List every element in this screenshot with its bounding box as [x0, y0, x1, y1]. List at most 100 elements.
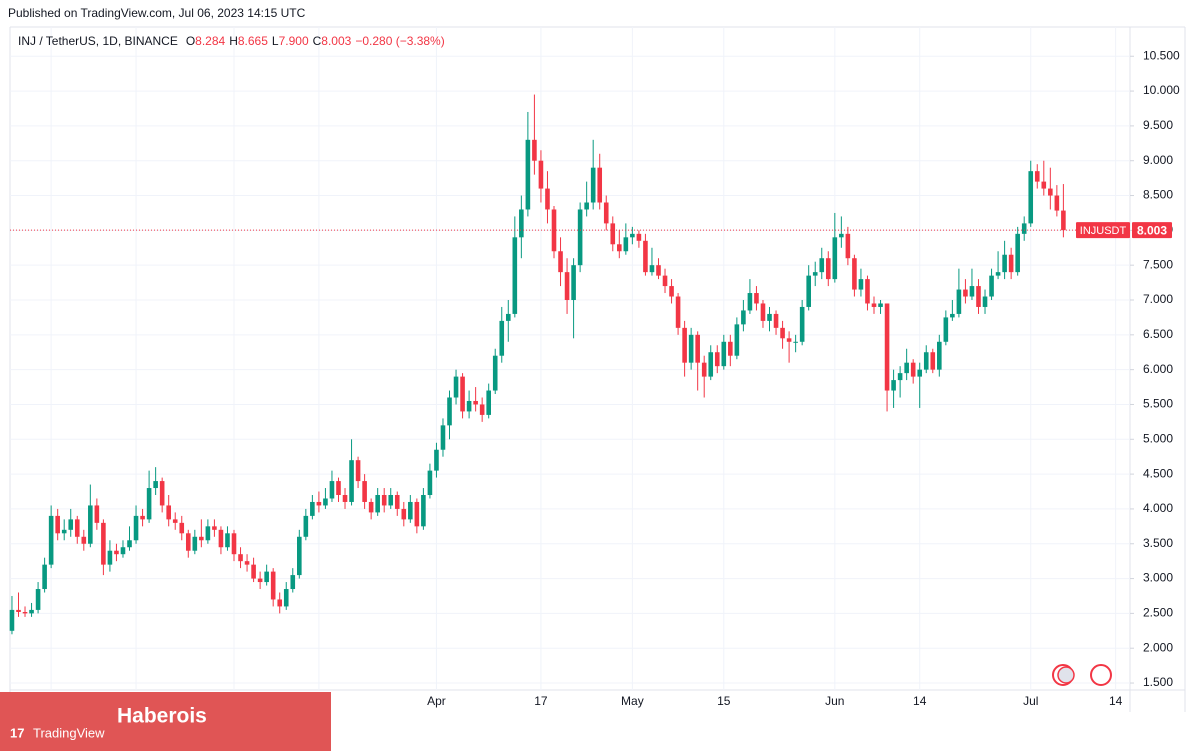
candle-body [963, 289, 968, 297]
candle-body [199, 536, 204, 541]
candle-body [812, 272, 818, 276]
candle-body [806, 275, 811, 307]
legend-key: C [313, 34, 322, 48]
candle-body [532, 139, 537, 161]
candle-body [858, 279, 864, 290]
candle-body [283, 589, 289, 607]
candle-body [1054, 195, 1060, 211]
candle-body [904, 362, 909, 374]
candle-body [225, 533, 230, 548]
y-tick-label: 7.500 [1143, 257, 1173, 271]
candle-body [460, 376, 465, 412]
candle-body [375, 495, 380, 513]
flag-icon [1052, 664, 1112, 686]
price-tag-label: 8.003 [1137, 223, 1167, 237]
candle-body [297, 536, 302, 576]
candle-body [969, 286, 975, 297]
candle-body [910, 362, 916, 377]
candle-body [205, 526, 211, 541]
candle-body [747, 293, 753, 311]
candle-body [1021, 223, 1027, 234]
candle-body [865, 279, 870, 304]
candle-body [408, 501, 413, 520]
y-tick-label: 5.500 [1143, 397, 1173, 411]
candle-body [786, 338, 792, 342]
candle-body [153, 481, 158, 489]
candle-body [394, 495, 400, 509]
candle-body [414, 501, 420, 527]
candle-body [499, 320, 505, 356]
candle-body [277, 599, 283, 607]
candle-body [81, 536, 87, 544]
candle-body [825, 258, 831, 280]
candle-body [486, 390, 491, 415]
candle-body [127, 540, 132, 548]
y-tick-label: 8.500 [1143, 188, 1173, 202]
candle-body [342, 495, 348, 502]
candle-body [381, 495, 387, 506]
candle-body [140, 515, 145, 520]
candle-body [852, 258, 857, 290]
x-tick-label: 14 [913, 694, 927, 708]
y-tick-label: 4.000 [1143, 501, 1173, 515]
y-tick-label: 9.500 [1143, 118, 1173, 132]
candle-body [349, 460, 354, 502]
price-tag [1132, 222, 1172, 239]
candle-body [362, 481, 367, 502]
legend: INJ / TetherUS, 1D, BINANCE O8.284 H8.665 L… [18, 34, 445, 48]
legend-symbol: INJ / TetherUS, 1D, BINANCE [18, 34, 178, 48]
candle-body [74, 519, 80, 537]
candle-body [590, 167, 596, 203]
candle-body [675, 296, 681, 328]
candle-body [538, 160, 544, 189]
candle-body [172, 519, 178, 523]
candle-body [61, 529, 67, 534]
candle-body [146, 488, 152, 520]
x-tick-label: 15 [717, 694, 731, 708]
candle-body [1015, 233, 1020, 273]
candle-body [695, 334, 700, 363]
candle-body [264, 571, 269, 583]
candle-body [571, 265, 576, 300]
y-tick-label: 1.500 [1143, 675, 1173, 689]
candle-body [649, 265, 655, 273]
x-tick-label: May [621, 694, 644, 708]
candle-body [519, 209, 524, 238]
candle-body [329, 481, 335, 499]
candle-body [1002, 254, 1007, 273]
candle-body [94, 505, 100, 523]
candle-body [897, 373, 903, 381]
candle-body [270, 571, 276, 600]
candle-body [950, 313, 955, 318]
candle-body [558, 251, 563, 273]
candle-body [29, 609, 34, 614]
candle-body [505, 313, 511, 321]
candle-body [630, 233, 635, 238]
candle-body [427, 470, 433, 495]
candle-body [166, 505, 171, 520]
candle-body [48, 515, 54, 565]
candle-body [355, 460, 361, 482]
candle-body [773, 313, 779, 328]
candle-body [839, 233, 844, 238]
candle-body [636, 233, 642, 241]
candle-body [421, 495, 426, 527]
candle-body [937, 341, 942, 370]
candle-body [492, 355, 498, 391]
y-tick-label: 2.000 [1143, 640, 1173, 654]
legend-key: H [229, 34, 238, 48]
candle-body [871, 303, 877, 307]
candle-body [603, 202, 609, 224]
y-tick-label: 9.000 [1143, 153, 1173, 167]
candle-body [884, 303, 890, 391]
candle-body [218, 529, 224, 548]
candle-body [303, 515, 309, 537]
candle-body [923, 352, 929, 370]
candle-body [930, 352, 936, 370]
candle-body [244, 561, 250, 565]
symbol-tag [1076, 222, 1130, 239]
candle-body [447, 397, 452, 426]
logo: TradingView [33, 725, 105, 740]
